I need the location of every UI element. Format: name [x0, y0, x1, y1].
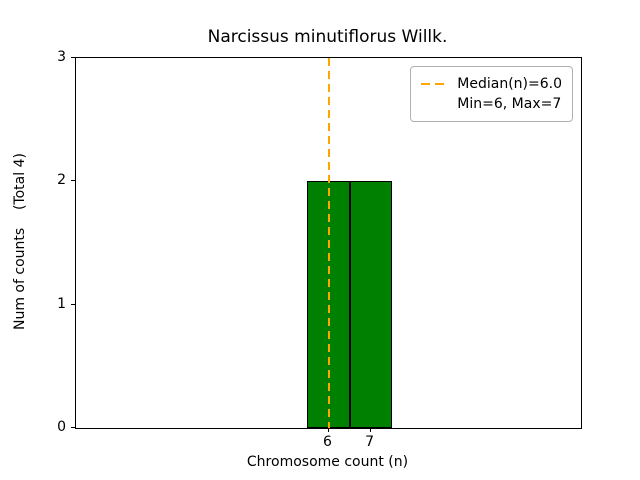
x-tick-label-7: 7	[365, 434, 375, 450]
legend: Median(n)=6.0 Min=6, Max=7	[410, 66, 573, 122]
y-tick-label-2: 2	[57, 172, 66, 189]
x-tick-mark	[327, 428, 329, 432]
y-tick-mark	[71, 57, 75, 58]
legend-label-minmax: Min=6, Max=7	[457, 96, 562, 112]
y-tick-mark	[71, 303, 75, 305]
y-tick-label-1: 1	[57, 295, 66, 312]
x-tick-label-6: 6	[323, 434, 332, 450]
x-tick-mark	[369, 428, 371, 432]
y-axis-label: Num of counts (Total 4)	[12, 153, 28, 331]
legend-entry-median: Median(n)=6.0	[421, 74, 562, 94]
y-tick-label-3: 3	[57, 49, 66, 65]
y-tick-mark	[71, 180, 75, 182]
median-dashed-line-marker	[421, 83, 450, 85]
median-line	[327, 58, 330, 428]
chart-title: Narcissus minutiflorus Willk.	[207, 27, 448, 47]
legend-entry-minmax: Min=6, Max=7	[421, 94, 562, 114]
x-axis-label: Chromosome count (n)	[246, 454, 409, 470]
blank-legend-marker	[421, 103, 449, 105]
bar-n7	[349, 181, 392, 428]
legend-label-median: Median(n)=6.0	[457, 76, 562, 92]
plot-area: Median(n)=6.0 Min=6, Max=7	[75, 57, 582, 429]
y-tick-label-0: 0	[57, 419, 66, 435]
y-tick-mark	[71, 427, 75, 428]
